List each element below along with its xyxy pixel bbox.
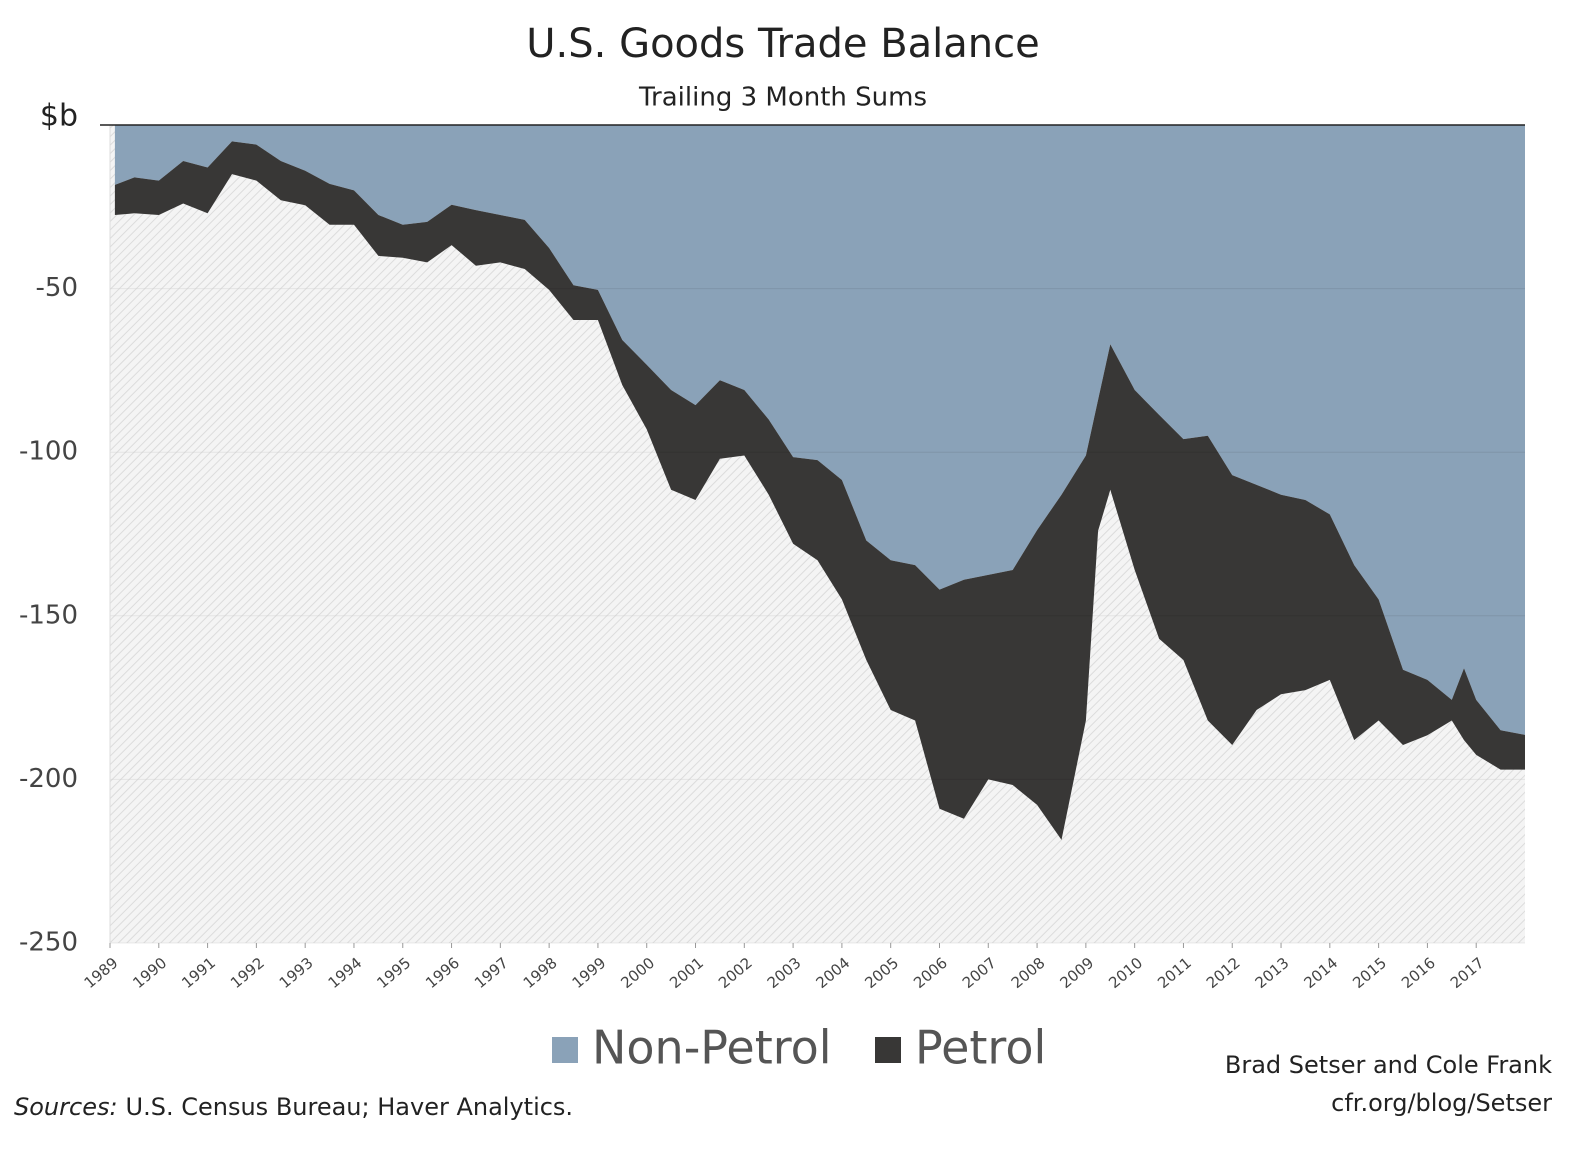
y-tick-label: -250 — [19, 928, 78, 958]
x-tick-label: 2008 — [1008, 954, 1049, 992]
x-tick-label: 1994 — [325, 954, 366, 992]
x-tick-label: 2004 — [813, 954, 854, 992]
area — [114, 141, 1525, 840]
x-tick-label: 2001 — [666, 954, 707, 992]
x-tick-label: 1991 — [178, 954, 219, 992]
x-tick-label: 2010 — [1105, 954, 1146, 992]
x-tick-label: 1999 — [569, 954, 610, 992]
x-tick-label: 2000 — [617, 954, 658, 992]
chart-subtitle: Trailing 3 Month Sums — [638, 83, 927, 113]
y-axis-label: $b — [40, 99, 78, 134]
x-tick-label: 1996 — [422, 954, 463, 992]
x-tick-label: 2015 — [1349, 954, 1390, 992]
x-tick-label: 1997 — [471, 954, 512, 992]
x-tick-label: 2007 — [959, 954, 1000, 992]
legend-label: Petrol — [915, 1021, 1046, 1075]
y-tick-label: -200 — [19, 764, 78, 794]
x-tick-label: 2006 — [910, 954, 951, 992]
x-tick-label: 2009 — [1057, 954, 1098, 992]
y-tick-label: -150 — [19, 600, 78, 630]
legend-swatch — [875, 1037, 901, 1063]
x-tick-label: 1992 — [227, 954, 268, 992]
x-tick-label: 1993 — [276, 954, 317, 992]
x-tick-label: 2002 — [715, 954, 756, 992]
x-tick-label: 2013 — [1252, 954, 1293, 992]
x-tick-label: 2017 — [1447, 954, 1488, 992]
legend-label: Non-Petrol — [592, 1021, 832, 1075]
y-tick-label: -50 — [36, 273, 78, 303]
x-tick-label: 1989 — [81, 954, 122, 992]
chart-title: U.S. Goods Trade Balance — [526, 21, 1039, 67]
source-label: Sources: — [14, 1093, 118, 1121]
x-tick-label: 1990 — [129, 954, 170, 992]
credit: Brad Setser and Cole Frank — [1225, 1051, 1552, 1079]
source: Sources: U.S. Census Bureau; Haver Analyt… — [14, 1093, 573, 1121]
area — [114, 125, 1525, 735]
x-tick-label: 2005 — [861, 954, 902, 992]
x-tick-label: 2003 — [764, 954, 805, 992]
x-tick-label: 1998 — [520, 954, 561, 992]
source-text: U.S. Census Bureau; Haver Analytics. — [126, 1093, 574, 1121]
legend-swatch — [552, 1037, 578, 1063]
legend: Non-Petrol Petrol — [552, 1021, 1046, 1075]
credit: cfr.org/blog/Setser — [1331, 1089, 1552, 1117]
x-tick-label: 2012 — [1203, 954, 1244, 992]
x-tick-label: 2016 — [1398, 954, 1439, 992]
y-tick-label: -100 — [19, 437, 78, 467]
x-tick-label: 2011 — [1154, 954, 1195, 992]
x-tick-label: 1995 — [373, 954, 414, 992]
x-tick-label: 2014 — [1300, 954, 1341, 992]
